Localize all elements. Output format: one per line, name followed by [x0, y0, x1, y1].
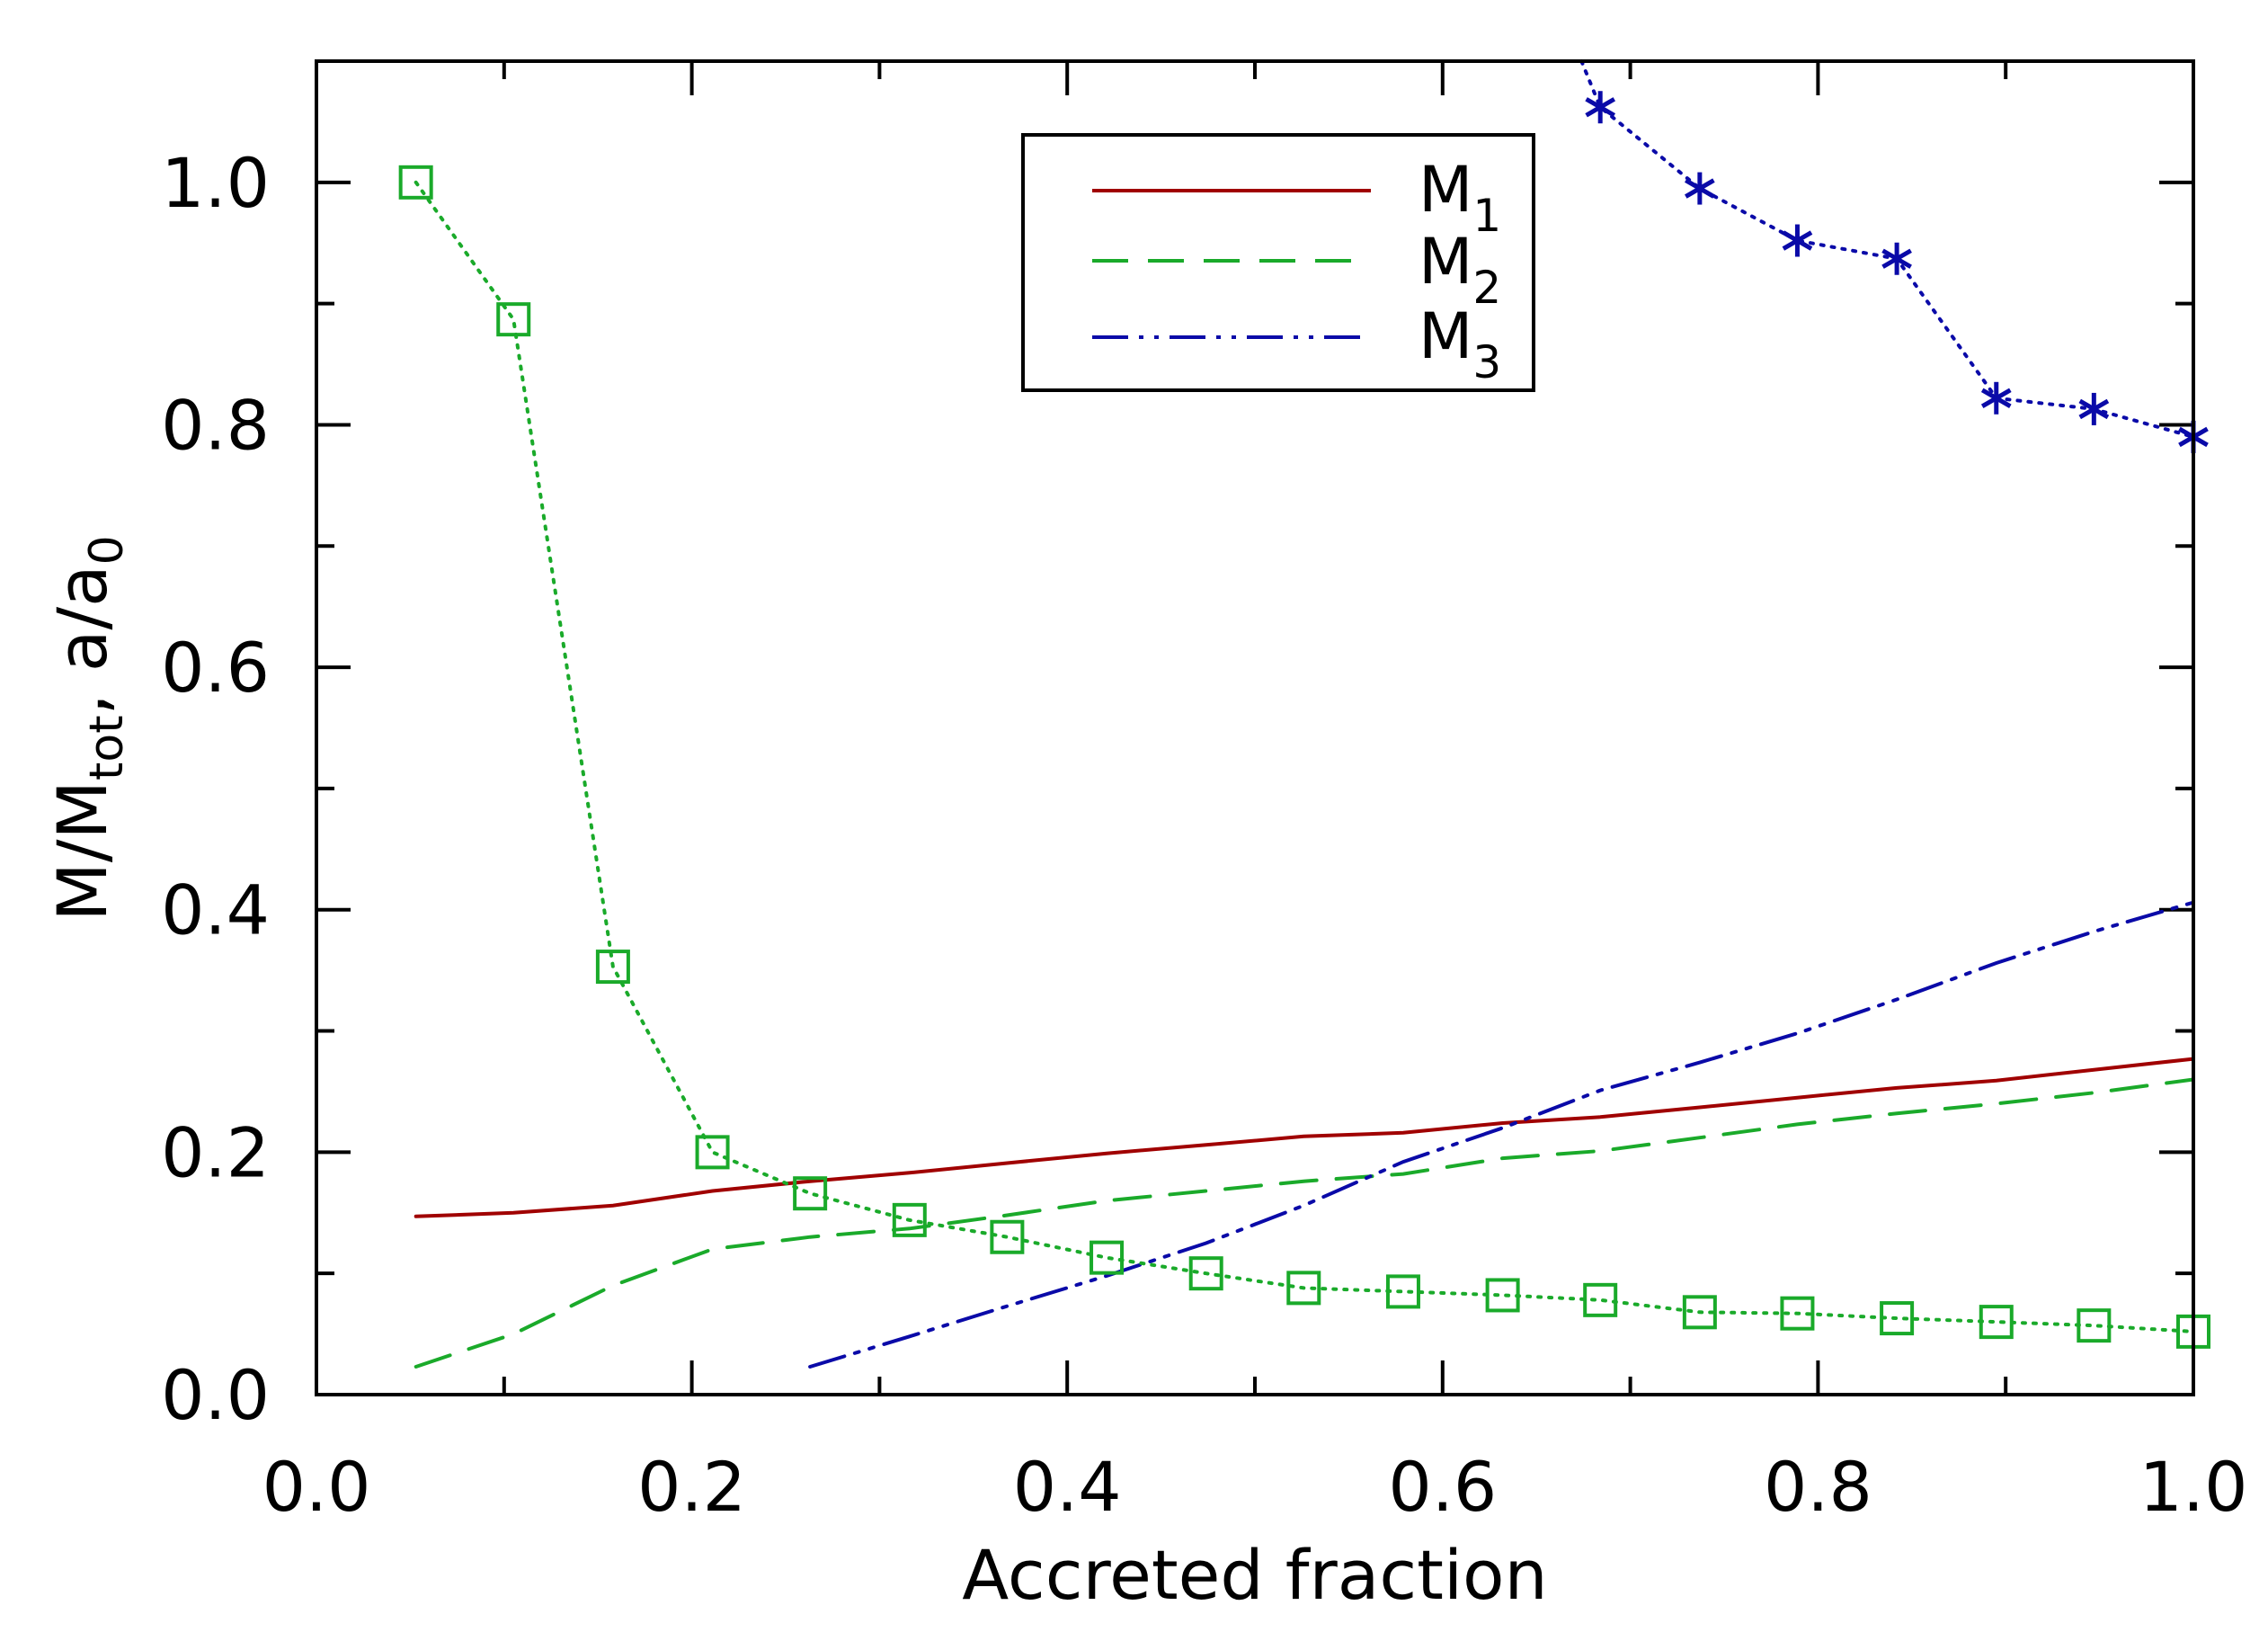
- square-marker: [1090, 1240, 1125, 1275]
- series-layer: [398, 59, 2210, 1369]
- y-axis-title-mid: , a/a: [42, 565, 122, 715]
- x-tick-label: 0.2: [637, 1447, 746, 1527]
- square-marker: [1780, 1296, 1815, 1331]
- series-line-3: [414, 180, 2195, 1333]
- legend-label-m1: M1: [1419, 153, 1501, 242]
- square-marker: [695, 1135, 730, 1170]
- series-line-1: [414, 1077, 2195, 1369]
- square-marker: [892, 1202, 927, 1237]
- asterisk-stroke: [1782, 230, 1813, 251]
- y-tick-label: 0.6: [161, 628, 270, 708]
- legend-label-m2: M2: [1419, 225, 1501, 314]
- asterisk-marker: [1782, 224, 1813, 257]
- series-line-0: [414, 1057, 2195, 1218]
- square-marker: [793, 1176, 828, 1211]
- x-tick-label: 0.6: [1388, 1447, 1497, 1527]
- legend-m3-main: M: [1419, 299, 1472, 373]
- legend-m1-main: M: [1419, 153, 1472, 227]
- legend-m1-sub: 1: [1472, 190, 1501, 242]
- legend-label-m3: M3: [1419, 299, 1501, 388]
- asterisk-stroke: [1980, 388, 2012, 408]
- y-axis-title-main: M/M: [42, 780, 122, 922]
- tick-labels: 0.0 0.2 0.4 0.6 0.8 1.0 0.0 0.2 0.4 0.6 0.8 1.0: [161, 143, 2247, 1527]
- square-marker: [2077, 1308, 2112, 1343]
- square-marker: [1286, 1271, 1321, 1306]
- square-marker: [1385, 1274, 1420, 1309]
- square-marker: [1583, 1282, 1618, 1317]
- square-marker: [398, 165, 433, 200]
- legend-m3-sub: 3: [1472, 336, 1501, 388]
- asterisk-marker: [1685, 172, 1715, 205]
- asterisk-stroke: [1685, 178, 1715, 199]
- y-axis-title: M/Mtot, a/a0: [42, 535, 134, 922]
- legend: M1 M2 M3: [1021, 133, 1535, 392]
- y-axis-title-sub: tot: [80, 715, 134, 780]
- y-tick-label: 1.0: [161, 143, 270, 223]
- x-tick-label: 1.0: [2139, 1447, 2248, 1527]
- series-line-4: [1579, 59, 2195, 439]
- square-marker: [1188, 1256, 1223, 1291]
- square-marker: [595, 950, 630, 985]
- asterisk-stroke: [2078, 398, 2110, 420]
- y-tick-label: 0.2: [161, 1112, 270, 1192]
- asterisk-marker: [1980, 381, 2012, 415]
- y-tick-label: 0.8: [161, 385, 270, 465]
- legend-m2-sub: 2: [1472, 262, 1501, 314]
- x-tick-label: 0.4: [1013, 1447, 1122, 1527]
- square-marker: [1979, 1305, 2014, 1340]
- asterisk-stroke: [1585, 97, 1616, 118]
- x-tick-label: 0.8: [1764, 1447, 1872, 1527]
- y-tick-label: 0.0: [161, 1355, 270, 1435]
- asterisk-marker: [2078, 392, 2110, 425]
- series-line-2: [808, 900, 2195, 1369]
- asterisk-marker: [1585, 91, 1616, 124]
- x-tick-label: 0.0: [262, 1447, 371, 1527]
- square-marker: [1485, 1278, 1520, 1313]
- square-marker: [990, 1219, 1025, 1254]
- asterisk-stroke: [1881, 248, 1912, 269]
- asterisk-marker: [1881, 242, 1912, 275]
- legend-m2-main: M: [1419, 225, 1472, 299]
- square-marker: [496, 302, 531, 337]
- y-tick-label: 0.4: [161, 870, 270, 950]
- plot-frame: [315, 59, 2195, 1396]
- y-axis-title-sub2: 0: [80, 535, 134, 565]
- square-marker: [1880, 1301, 1915, 1336]
- square-marker: [1682, 1295, 1717, 1330]
- x-axis-title: Accreted fraction: [962, 1535, 1547, 1615]
